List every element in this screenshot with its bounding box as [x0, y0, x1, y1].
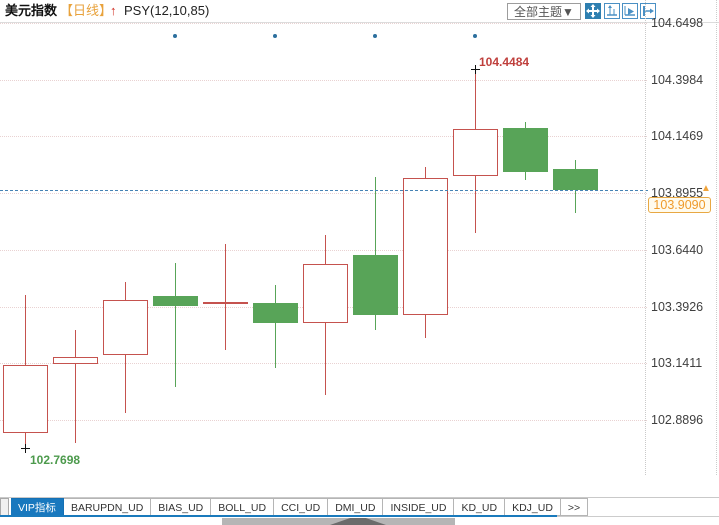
price-gridline	[0, 419, 647, 421]
tabs-overflow-button[interactable]: >>	[560, 498, 589, 516]
candle-body	[303, 264, 348, 323]
axis-separator	[645, 0, 646, 475]
axis-fit-icon[interactable]	[604, 3, 620, 19]
candle-wick	[75, 329, 76, 444]
price-gridline	[0, 79, 647, 81]
pan-icon[interactable]	[585, 3, 601, 19]
candle-wick	[275, 285, 276, 369]
candle-body	[203, 301, 248, 304]
price-gridline	[0, 363, 647, 365]
window-right-edge	[716, 0, 717, 475]
candle-body	[503, 128, 548, 173]
price-tick-label: 103.6440	[651, 242, 704, 257]
tab-bias-ud[interactable]: BIAS_UD	[151, 498, 212, 516]
symbol-title: 美元指数	[5, 3, 58, 18]
candle-body	[3, 365, 48, 433]
candle-wick	[225, 243, 226, 350]
tab-boll-ud[interactable]: BOLL_UD	[211, 498, 275, 516]
price-gridline	[0, 136, 647, 138]
bottom-scroll-handle[interactable]	[222, 518, 455, 525]
tab-cci-ud[interactable]: CCI_UD	[274, 498, 329, 516]
price-tick-label: 104.6498	[651, 16, 704, 30]
candle-body	[103, 299, 148, 355]
tabbar-underline-gray	[557, 516, 719, 517]
tab-scroll-left-button[interactable]	[0, 498, 9, 516]
candlestick-chart[interactable]: 104.6498 104.3984 104.1469 103.8955 103.6440…	[0, 16, 719, 497]
indicator-dot	[273, 34, 277, 38]
tab-kd-ud[interactable]: KD_UD	[454, 498, 506, 516]
price-tick-label: 103.8955	[651, 186, 704, 201]
indicator-tabs: VIP指标 BARUPDN_UD BIAS_UD BOLL_UD CCI_UD DMI_U…	[0, 497, 719, 518]
indicator-dot	[473, 34, 477, 38]
indicator-dot	[373, 34, 377, 38]
indicator-label: PSY(12,10,85)	[124, 3, 210, 18]
candle-body	[453, 128, 498, 177]
tab-barupdn-ud[interactable]: BARUPDN_UD	[63, 498, 152, 516]
price-tick-label: 104.3984	[651, 72, 704, 87]
period-label: 【日线】	[60, 3, 113, 18]
price-gridline	[0, 23, 647, 24]
grip-arrow-icon	[330, 518, 386, 525]
price-tick-label: 102.8896	[651, 412, 704, 427]
candle-body	[353, 255, 398, 316]
price-tick-label: 104.1469	[651, 129, 704, 144]
candle-body	[403, 178, 448, 316]
candle-body	[253, 303, 298, 323]
high-price-label: 104.4484	[479, 55, 530, 70]
candle-body	[153, 296, 198, 306]
tabbar-underline	[0, 515, 557, 517]
low-marker-icon	[25, 444, 26, 453]
tab-dmi-ud[interactable]: DMI_UD	[328, 498, 384, 516]
theme-dropdown[interactable]: 全部主题▼	[507, 3, 581, 20]
tab-kdj-ud[interactable]: KDJ_UD	[505, 498, 561, 516]
price-tick-label: 103.3926	[651, 299, 704, 314]
low-price-label: 102.7698	[30, 453, 81, 467]
price-gridline	[0, 249, 647, 251]
high-marker-icon	[475, 65, 476, 75]
current-price-tag: 103.9090	[648, 197, 711, 214]
price-gridline	[0, 193, 647, 195]
current-price-dashed-line	[0, 190, 648, 192]
header: 美元指数 【日线】 ↑ PSY(12,10,85) 全部主题▼	[0, 0, 719, 23]
price-up-triangle-icon: ▲	[701, 183, 711, 195]
price-tick-label: 103.1411	[651, 356, 703, 371]
candle-wick	[175, 262, 176, 387]
candle-wick	[375, 176, 376, 331]
tab-vip-[interactable]: VIP指标	[11, 498, 64, 516]
candle-body	[553, 169, 598, 191]
candle-body	[53, 356, 98, 364]
indicator-dot	[173, 34, 177, 38]
up-arrow-icon: ↑	[110, 3, 117, 18]
tab-inside-ud[interactable]: INSIDE_UD	[383, 498, 455, 516]
shift-right-icon[interactable]	[640, 3, 656, 19]
axis-forward-icon[interactable]	[622, 3, 638, 19]
